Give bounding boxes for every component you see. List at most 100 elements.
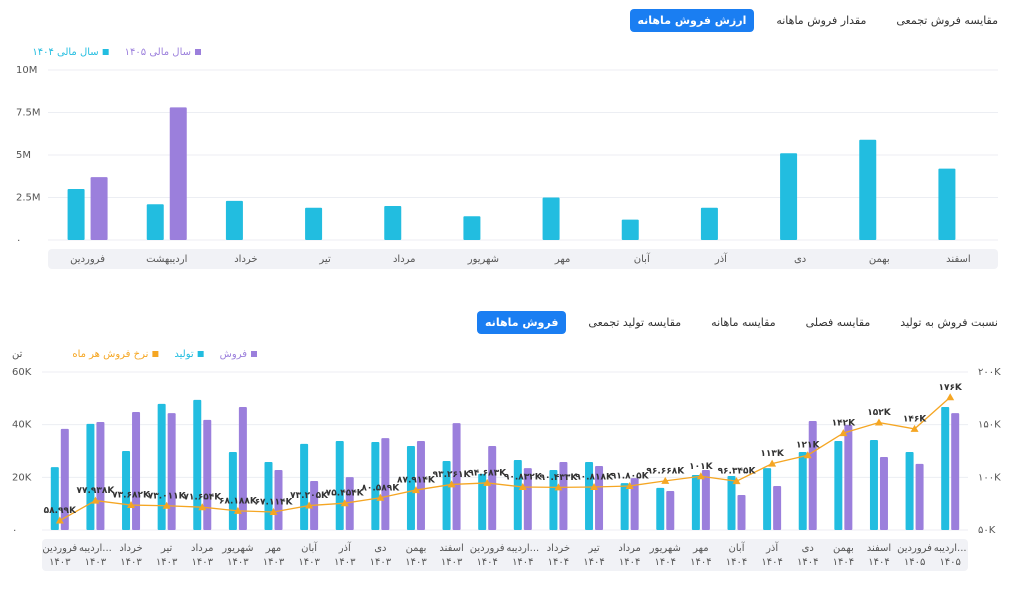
x-tick-label: آذر [714,252,728,265]
bar [585,462,594,530]
x-tick-year: ۱۴۰۴ [583,557,604,568]
data-label: ۹۴.۶۸۳K [468,468,507,478]
line-marker [269,507,278,515]
tab[interactable]: ارزش فروش ماهانه [629,9,755,32]
x-tick-label: آبان [634,252,651,265]
bar [157,403,166,530]
line-marker [447,480,456,488]
line-marker [803,451,812,459]
bar [478,473,487,530]
bar [167,413,176,530]
x-tick-label: مرداد ۱۴۰۳ [191,543,214,568]
data-label: ۹۰.۸۱۸K [575,473,614,483]
data-label: ۷۳.۶۸۲K [112,491,151,501]
data-label: ۹۶.۶۶۸K [646,466,685,476]
bar [941,407,950,530]
tab[interactable]: مقایسه فصلی [805,316,871,329]
x-tick-year: ۱۴۰۳ [334,557,356,568]
x-tick-year: ۱۴۰۴ [476,557,497,568]
data-label: ۱۴۲K [832,419,856,429]
bar [60,428,69,530]
bar [86,423,95,530]
bar [737,494,746,530]
line-marker [127,501,136,509]
data-label: ۱۱۳K [760,449,784,459]
x-tick-year: ۱۴۰۴ [868,557,889,568]
x-tick-month: مرداد [618,543,641,554]
x-tick-year: ۱۴۰۳ [298,557,320,568]
tab[interactable]: مقدار فروش ماهانه [776,14,867,27]
legend-swatch [197,351,204,357]
x-tick-label: آبان ۱۴۰۴ [726,541,747,568]
line-marker [91,496,100,504]
x-tick-month: مهر [692,543,708,554]
line-marker [661,476,670,484]
bar [96,422,105,530]
bar [542,197,560,240]
tab[interactable]: فروش ماهانه [477,311,567,334]
x-tick-label: آذر ۱۴۰۳ [334,541,356,568]
x-tick-year: ۱۴۰۳ [120,557,142,568]
data-label: ۱۲۱K [796,441,820,451]
x-tick-month: مهر [265,543,281,554]
bar [488,445,497,530]
legend-swatch [195,49,201,55]
bar [371,442,380,530]
x-tick-year: ۱۴۰۳ [85,557,107,568]
bar [50,467,59,530]
bar [763,468,772,530]
x-tick-label: فروردین ۱۴۰۳ [42,543,77,568]
x-tick-label: مهر [554,254,570,265]
data-label: ۶۷.۱۱۴K [255,497,294,507]
x-tick-label: مرداد ۱۴۰۴ [618,543,641,568]
bar [225,200,243,240]
tab-bar: ارزش فروش ماهانه مقدار فروش ماهانه مقایسه … [629,9,1007,32]
y2-tick-label: ۵۰K [978,525,996,536]
bar [951,413,960,530]
bar [905,452,914,530]
bar [621,219,639,240]
line-marker [910,424,919,432]
x-tick-label: بهمن [869,254,890,265]
x-tick-year: ۱۴۰۳ [156,557,178,568]
bar [335,440,344,530]
tab[interactable]: مقایسه فروش تجمعی [896,14,998,27]
x-tick-year: ۱۴۰۳ [192,557,214,568]
bar [406,445,415,530]
bar [700,207,718,240]
bar [345,477,354,530]
data-label: ۱۴۶K [903,414,927,424]
tab-bar: فروش ماهانه مقایسه تولید تجمعی مقایسه ماها… [477,311,1006,334]
bar [559,462,568,530]
bar [238,407,247,530]
data-label: ۶۸.۱۸۸K [219,496,258,506]
x-tick-month: دی [374,543,386,554]
bar [381,438,390,530]
x-tick-month: تیر [160,543,173,554]
line-marker [305,501,314,509]
line [59,396,951,522]
data-label: ۷۵.۴۵۴K [326,489,365,499]
x-tick-month: خرداد [547,543,570,554]
y-tick-label: 10M [16,65,37,76]
tab[interactable]: نسبت فروش به تولید [900,316,998,329]
tab[interactable]: مقایسه تولید تجمعی [588,316,682,329]
bar [915,463,924,530]
x-tick-year: ۱۴۰۳ [227,557,249,568]
legend-swatch [251,351,257,357]
x-tick-year: ۱۴۰۵ [939,557,960,568]
x-tick-label: دی ۱۴۰۳ [370,543,392,568]
line-marker [696,472,705,480]
category-strip [48,249,998,269]
bar [264,462,273,530]
x-tick-month: آبان [301,541,318,554]
x-tick-year: ۱۴۰۳ [441,557,463,568]
bar [193,399,202,530]
bar [666,491,675,530]
x-tick-year: ۱۴۰۴ [797,557,818,568]
x-tick-label: خرداد ۱۴۰۴ [547,543,570,568]
x-tick-month: آبان [729,541,746,554]
data-label: ۱۰۱K [689,462,713,472]
tab[interactable]: مقایسه ماهانه [711,316,776,329]
